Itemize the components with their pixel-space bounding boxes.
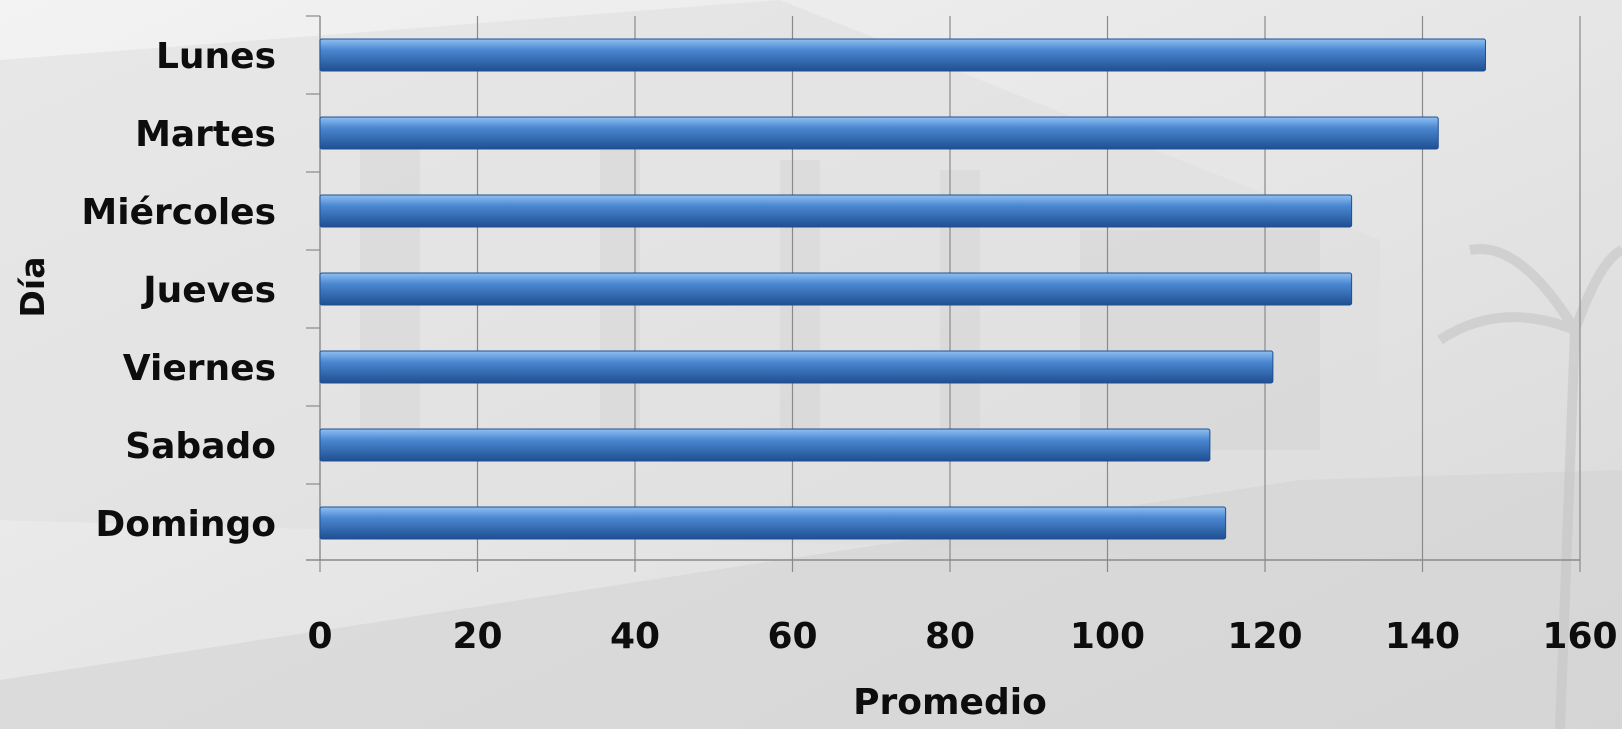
bar-martes — [319, 116, 1439, 150]
bar-viernes — [319, 350, 1274, 384]
category-label: Jueves — [140, 270, 276, 311]
x-tick-label: 60 — [767, 616, 817, 657]
x-tick-label: 160 — [1542, 616, 1617, 657]
category-label: Martes — [135, 114, 276, 155]
category-label: Sabado — [125, 426, 276, 467]
x-tick-label: 20 — [452, 616, 502, 657]
x-tick-label: 80 — [925, 616, 975, 657]
y-axis-title: Día — [13, 257, 52, 318]
category-labels: Lunes Martes Miércoles Jueves Viernes Sabado D… — [81, 36, 276, 545]
bar-lunes — [319, 38, 1486, 72]
x-tick-label: 40 — [610, 616, 660, 657]
category-label: Miércoles — [81, 192, 276, 233]
bar-jueves — [319, 272, 1353, 306]
bar-domingo — [319, 506, 1227, 540]
category-label: Lunes — [156, 36, 276, 77]
x-tick-label: 120 — [1227, 616, 1302, 657]
category-label: Viernes — [123, 348, 276, 389]
x-axis-title: Promedio — [853, 682, 1047, 723]
category-label: Domingo — [95, 504, 276, 545]
x-tick-label: 140 — [1385, 616, 1460, 657]
x-tick-labels: 0 20 40 60 80 100 120 140 160 — [307, 616, 1617, 657]
bar-miércoles — [319, 194, 1353, 228]
bars — [319, 38, 1486, 540]
x-tick-label: 100 — [1070, 616, 1145, 657]
bar-sabado — [319, 428, 1211, 462]
x-tick-label: 0 — [307, 616, 332, 657]
